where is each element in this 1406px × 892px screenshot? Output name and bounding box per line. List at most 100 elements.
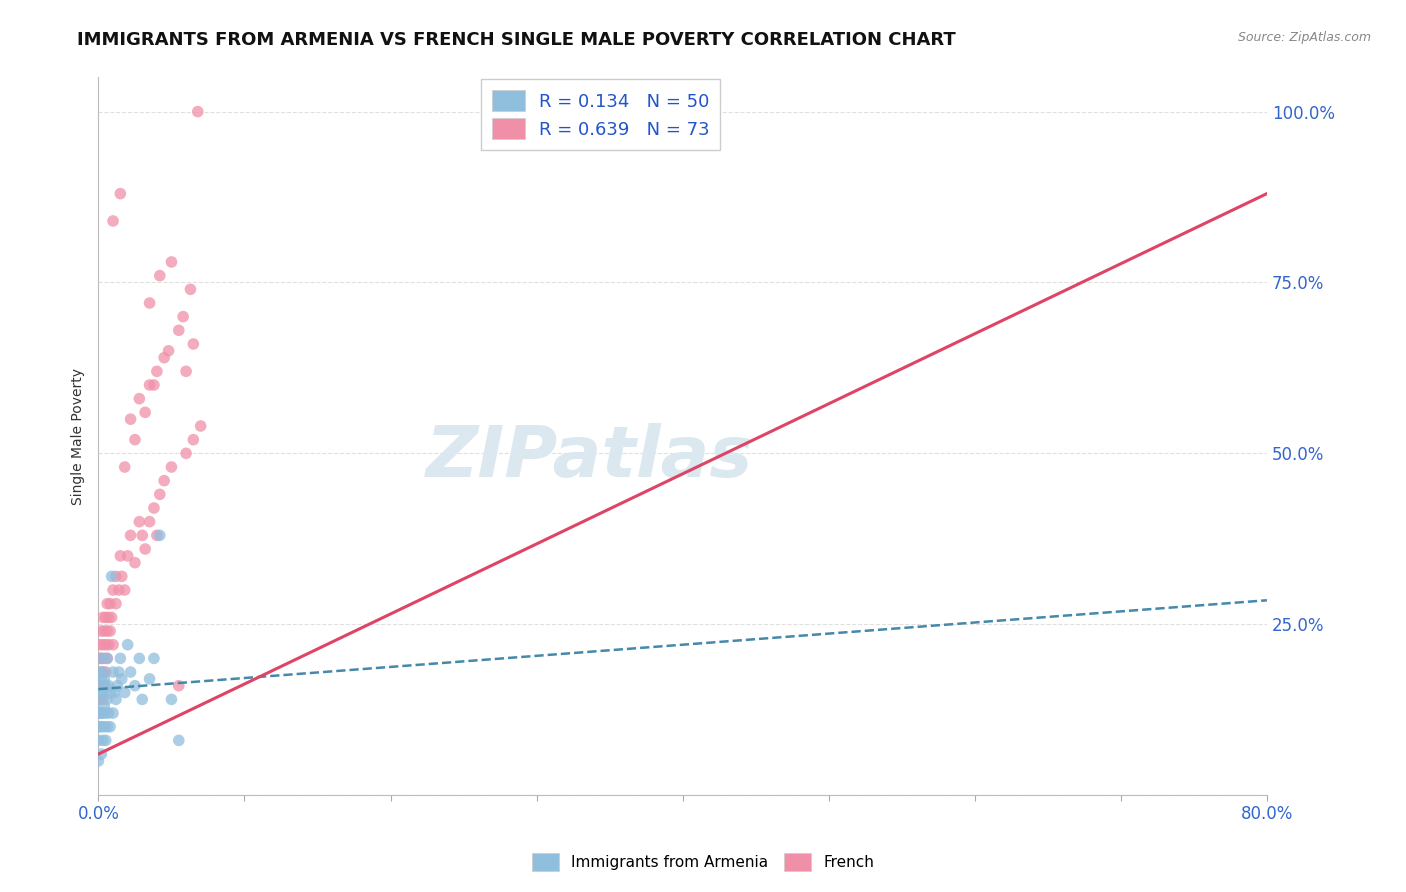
Point <box>97 679 120 693</box>
Point <box>97 706 120 720</box>
Point <box>87 733 110 747</box>
Point <box>104 569 127 583</box>
Point <box>96 651 118 665</box>
Point <box>142 501 165 516</box>
Point <box>138 296 160 310</box>
Point <box>160 255 183 269</box>
Point <box>187 104 209 119</box>
Point <box>146 528 169 542</box>
Point <box>90 679 112 693</box>
Point <box>94 706 117 720</box>
Point <box>183 337 205 351</box>
Point <box>90 706 112 720</box>
Point <box>128 515 150 529</box>
Point <box>167 679 190 693</box>
Point <box>124 433 146 447</box>
Point <box>104 692 127 706</box>
Point <box>93 624 115 638</box>
Point <box>90 747 112 761</box>
Legend: R = 0.134   N = 50, R = 0.639   N = 73: R = 0.134 N = 50, R = 0.639 N = 73 <box>481 79 720 150</box>
Point <box>174 364 197 378</box>
Point <box>190 419 212 434</box>
Point <box>101 638 124 652</box>
Point <box>96 597 118 611</box>
Point <box>111 569 134 583</box>
Point <box>149 268 172 283</box>
Point <box>94 665 117 679</box>
Y-axis label: Single Male Poverty: Single Male Poverty <box>72 368 86 505</box>
Point <box>128 651 150 665</box>
Point <box>183 433 205 447</box>
Point <box>93 699 115 714</box>
Point <box>89 638 111 652</box>
Point <box>160 460 183 475</box>
Point <box>174 446 197 460</box>
Point <box>131 528 153 542</box>
Point <box>167 733 190 747</box>
Point <box>107 679 129 693</box>
Point <box>108 665 131 679</box>
Point <box>114 685 136 699</box>
Point <box>96 720 118 734</box>
Point <box>91 706 114 720</box>
Point <box>117 549 139 563</box>
Point <box>90 651 112 665</box>
Point <box>91 685 114 699</box>
Point <box>90 685 112 699</box>
Point <box>117 638 139 652</box>
Point <box>124 556 146 570</box>
Point <box>94 679 117 693</box>
Point <box>91 638 114 652</box>
Point <box>97 638 120 652</box>
Point <box>96 651 118 665</box>
Point <box>100 610 122 624</box>
Point <box>90 672 112 686</box>
Point <box>153 474 176 488</box>
Point <box>114 582 136 597</box>
Point <box>91 610 114 624</box>
Point <box>114 460 136 475</box>
Point <box>103 685 125 699</box>
Point <box>179 282 201 296</box>
Point <box>87 706 110 720</box>
Point <box>94 610 117 624</box>
Point <box>157 343 180 358</box>
Point <box>93 651 115 665</box>
Point <box>120 412 142 426</box>
Point <box>149 528 172 542</box>
Point <box>93 672 115 686</box>
Point <box>172 310 194 324</box>
Point <box>94 638 117 652</box>
Text: Source: ZipAtlas.com: Source: ZipAtlas.com <box>1237 31 1371 45</box>
Point <box>134 405 156 419</box>
Point <box>98 624 121 638</box>
Point <box>142 378 165 392</box>
Point <box>149 487 172 501</box>
Point <box>98 597 121 611</box>
Point <box>128 392 150 406</box>
Point <box>90 651 112 665</box>
Point <box>100 569 122 583</box>
Point <box>142 651 165 665</box>
Point <box>91 692 114 706</box>
Point <box>91 665 114 679</box>
Point <box>138 378 160 392</box>
Point <box>138 515 160 529</box>
Point <box>120 665 142 679</box>
Point <box>89 651 111 665</box>
Point <box>90 720 112 734</box>
Legend: Immigrants from Armenia, French: Immigrants from Armenia, French <box>526 847 880 877</box>
Text: IMMIGRANTS FROM ARMENIA VS FRENCH SINGLE MALE POVERTY CORRELATION CHART: IMMIGRANTS FROM ARMENIA VS FRENCH SINGLE… <box>77 31 956 49</box>
Point <box>90 624 112 638</box>
Point <box>124 679 146 693</box>
Point <box>108 582 131 597</box>
Point <box>91 665 114 679</box>
Point <box>101 665 124 679</box>
Point <box>111 672 134 686</box>
Point <box>90 706 112 720</box>
Point <box>93 679 115 693</box>
Point <box>131 692 153 706</box>
Point <box>120 528 142 542</box>
Point <box>110 186 132 201</box>
Point <box>146 364 169 378</box>
